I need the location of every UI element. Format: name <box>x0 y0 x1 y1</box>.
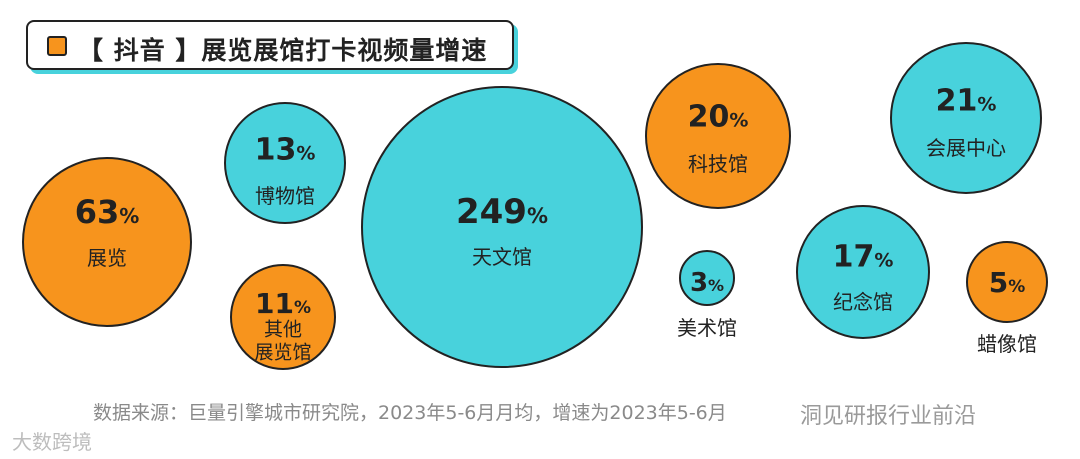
bubble-circle-6 <box>796 205 930 339</box>
bubble-circle-5 <box>645 63 791 209</box>
bubble-6: 17% 纪念馆 <box>796 205 930 339</box>
bubble-value-label-5: 20% <box>688 100 749 135</box>
bubble-category-label-5: 科技馆 <box>688 152 748 176</box>
bubble-value-label-0: 63% <box>75 193 140 231</box>
bubble-3: 249% 天文馆 <box>361 86 643 368</box>
bubble-8: 5% 蜡像馆 <box>966 241 1048 356</box>
bubble-circle-1 <box>224 102 346 224</box>
bubble-circle-0 <box>22 157 192 327</box>
watermark-left: 大数跨境 <box>12 430 92 454</box>
bubble-value-label-6: 17% <box>833 240 894 275</box>
bubble-category-label-2-0: 其他 <box>264 319 302 341</box>
bubble-circle-2 <box>230 264 336 370</box>
bubble-category-label-2-1: 展览馆 <box>254 342 311 364</box>
bubble-1: 13% 博物馆 <box>224 102 346 224</box>
bubble-circle-3 <box>361 86 643 368</box>
bubble-value-label-4: 3% <box>690 268 724 298</box>
bubble-0: 63% 展览 <box>22 157 192 327</box>
bubble-4: 3% 美术馆 <box>677 250 737 340</box>
bubble-value-label-2: 11% <box>255 287 311 320</box>
bubble-category-label-4: 美术馆 <box>677 316 737 340</box>
bubble-value-label-7: 21% <box>936 84 997 119</box>
bubble-value-label-1: 13% <box>255 133 316 168</box>
bubble-category-label-0: 展览 <box>87 246 127 270</box>
bubble-7: 21% 会展中心 <box>890 42 1042 194</box>
bubble-5: 20% 科技馆 <box>645 63 791 209</box>
bubble-category-label-7: 会展中心 <box>926 136 1006 160</box>
bubble-category-label-6: 纪念馆 <box>833 290 893 314</box>
bubble-category-label-3: 天文馆 <box>472 245 532 269</box>
title-marker-icon <box>47 36 67 56</box>
watermark-right: 洞见研报行业前沿 <box>800 404 977 429</box>
bubble-value-label-8: 5% <box>989 266 1026 299</box>
source-note: 数据来源：巨量引擎城市研究院，2023年5-6月月均，增速为2023年5-6月 <box>93 402 727 424</box>
bubble-circle-7 <box>890 42 1042 194</box>
bubble-circle-8 <box>966 241 1048 323</box>
bubble-value-label-3: 249% <box>456 192 548 232</box>
bubble-category-label-8: 蜡像馆 <box>977 332 1037 356</box>
bubble-circle-4 <box>679 250 735 306</box>
bubble-category-label-1: 博物馆 <box>255 184 315 208</box>
chart-title: 【 抖音 】展览展馆打卡视频量增速 <box>78 36 488 65</box>
chart-title-box: 【 抖音 】展览展馆打卡视频量增速 <box>26 20 514 70</box>
